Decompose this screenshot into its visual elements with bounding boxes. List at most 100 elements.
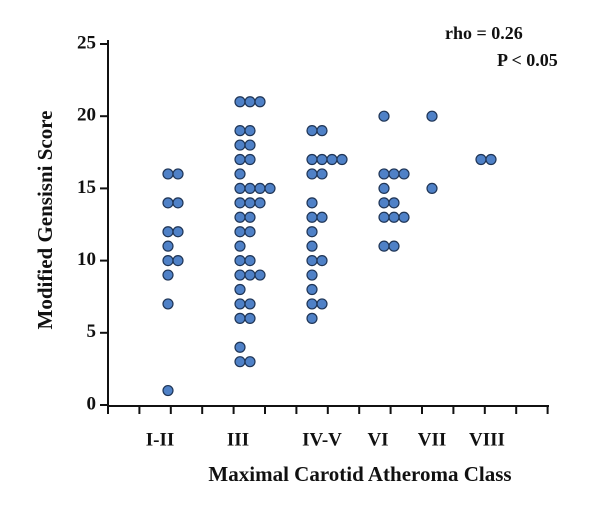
dot: [162, 269, 174, 281]
dot: [426, 110, 438, 122]
y-tick-label: 10: [77, 249, 96, 270]
dot: [398, 211, 410, 223]
dot: [254, 96, 266, 108]
dot: [378, 211, 390, 223]
dot: [234, 96, 246, 108]
y-tick-label: 15: [77, 177, 96, 198]
dot: [234, 269, 246, 281]
dot: [244, 153, 256, 166]
x-tick-label: VIII: [469, 429, 505, 450]
y-tick-label: 5: [87, 321, 97, 342]
dot: [316, 298, 328, 310]
dot: [306, 125, 318, 137]
dot: [162, 384, 174, 397]
dot: [234, 182, 246, 194]
x-tick-label: VII: [418, 429, 447, 450]
dot: [234, 139, 246, 151]
dot: [316, 168, 328, 180]
dot: [244, 226, 256, 238]
dot: [378, 182, 390, 194]
annotation: rho = 0.26: [445, 23, 523, 43]
y-tick-label: 25: [77, 32, 96, 53]
dot: [162, 255, 174, 267]
dot: [378, 110, 390, 122]
dot: [244, 197, 256, 209]
y-axis-label: Modified Gensisni Score: [33, 111, 57, 330]
dot: [162, 298, 174, 310]
dot: [475, 153, 487, 166]
dot: [234, 226, 246, 238]
dot: [306, 226, 318, 238]
dot: [244, 312, 256, 324]
dot: [306, 255, 318, 267]
dot: [306, 211, 318, 223]
dot: [326, 153, 338, 166]
dot: [388, 168, 400, 180]
dot: [244, 125, 256, 137]
dot: [172, 226, 184, 238]
dot: [244, 255, 256, 267]
dot: [234, 153, 246, 166]
x-axis-label: Maximal Carotid Atheroma Class: [208, 462, 511, 486]
dot: [306, 197, 318, 209]
x-tick-label: VI: [367, 429, 388, 450]
dot: [316, 153, 328, 166]
dot: [316, 125, 328, 137]
dot: [244, 96, 256, 108]
dot: [254, 182, 266, 194]
x-tick-label: IV-V: [302, 429, 342, 450]
x-tick-label: I-II: [146, 429, 175, 450]
dot: [254, 269, 266, 281]
dot: [244, 269, 256, 281]
dot: [234, 240, 246, 252]
dot: [378, 240, 390, 252]
y-tick-label: 0: [87, 393, 97, 414]
dot: [254, 197, 266, 209]
dot: [306, 298, 318, 310]
dot: [306, 168, 318, 180]
dot: [234, 168, 246, 180]
dot: [162, 240, 174, 252]
dot: [234, 283, 246, 296]
dot: [316, 255, 328, 267]
dot: [234, 255, 246, 267]
dot: [378, 168, 390, 180]
dot: [162, 226, 174, 238]
dot: [388, 240, 400, 252]
dot: [306, 283, 318, 296]
dot: [306, 312, 318, 324]
dot: [234, 341, 246, 353]
dot: [306, 269, 318, 281]
dot: [316, 211, 328, 223]
dot: [244, 139, 256, 151]
dot: [162, 197, 174, 209]
dot: [388, 211, 400, 223]
y-tick-label: 20: [77, 105, 96, 126]
dot: [234, 197, 246, 209]
dot: [388, 197, 400, 209]
dot: [378, 197, 390, 209]
dot: [234, 298, 246, 310]
dot: [162, 168, 174, 180]
dot: [172, 255, 184, 267]
dot: [172, 168, 184, 180]
dot: [485, 153, 497, 166]
dot: [234, 312, 246, 324]
dot: [426, 182, 438, 194]
dot: [336, 153, 348, 166]
annotation: P < 0.05: [497, 50, 558, 70]
dot: [398, 168, 410, 180]
dot: [306, 153, 318, 166]
dot: [306, 240, 318, 252]
dot: [264, 182, 276, 194]
x-tick-label: III: [227, 429, 249, 450]
dot: [244, 356, 256, 368]
dot: [234, 356, 246, 368]
dot: [234, 211, 246, 223]
dot: [172, 197, 184, 209]
dot: [234, 125, 246, 137]
dot: [244, 211, 256, 223]
dot: [244, 298, 256, 310]
dot: [244, 182, 256, 194]
